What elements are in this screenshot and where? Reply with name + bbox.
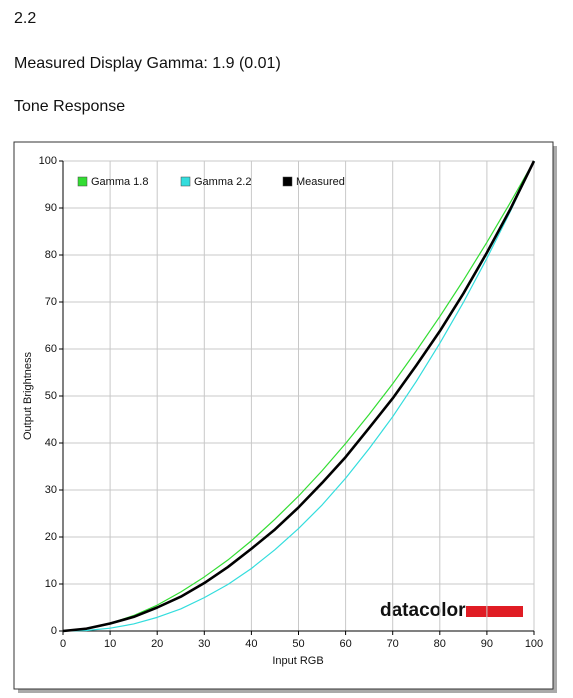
x-tick-label: 0	[60, 638, 66, 650]
legend-swatch	[77, 176, 88, 187]
x-axis-label: Input RGB	[272, 655, 323, 667]
x-tick-label: 40	[245, 638, 257, 650]
x-tick-label: 100	[525, 638, 543, 650]
y-tick-label: 30	[45, 484, 57, 496]
value-heading: 2.2	[14, 10, 37, 27]
y-tick-label: 40	[45, 437, 57, 449]
section-heading: Tone Response	[14, 98, 126, 115]
y-tick-label: 100	[39, 155, 57, 167]
y-tick-label: 0	[51, 625, 57, 637]
legend-label: Gamma 2.2	[194, 176, 251, 188]
series-line	[62, 160, 535, 632]
x-tick-label: 10	[104, 638, 116, 650]
y-tick-label: 10	[45, 578, 57, 590]
x-tick-label: 20	[151, 638, 163, 650]
y-tick-label: 90	[45, 202, 57, 214]
y-tick-label: 20	[45, 531, 57, 543]
gamma-heading: Measured Display Gamma: 1.9 (0.01)	[14, 55, 281, 72]
y-tick-label: 80	[45, 249, 57, 261]
x-tick-label: 50	[292, 638, 304, 650]
y-tick-label: 60	[45, 343, 57, 355]
series-line	[62, 160, 536, 633]
series-line	[62, 160, 535, 632]
y-axis-label: Output Brightness	[22, 351, 34, 440]
logo-bar	[466, 606, 523, 617]
x-tick-label: 60	[339, 638, 351, 650]
legend-swatch	[282, 176, 293, 187]
logo: datacolor	[380, 600, 466, 621]
x-tick-label: 70	[387, 638, 399, 650]
legend-label: Gamma 1.8	[91, 176, 148, 188]
frame	[13, 141, 554, 690]
x-tick-label: 30	[198, 638, 210, 650]
legend-swatch	[180, 176, 191, 187]
x-tick-label: 90	[481, 638, 493, 650]
legend-label: Measured	[296, 176, 345, 188]
y-tick-label: 50	[45, 390, 57, 402]
y-tick-label: 70	[45, 296, 57, 308]
x-tick-label: 80	[434, 638, 446, 650]
